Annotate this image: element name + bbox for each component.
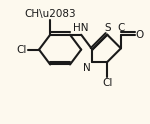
Text: CH\u2083: CH\u2083 xyxy=(24,9,76,19)
Text: Cl: Cl xyxy=(16,45,27,55)
Text: Cl: Cl xyxy=(102,78,112,88)
Text: S: S xyxy=(104,23,111,33)
Text: C: C xyxy=(117,23,124,33)
Text: O: O xyxy=(136,30,144,40)
Text: HN: HN xyxy=(74,23,89,33)
Text: N: N xyxy=(83,63,91,73)
